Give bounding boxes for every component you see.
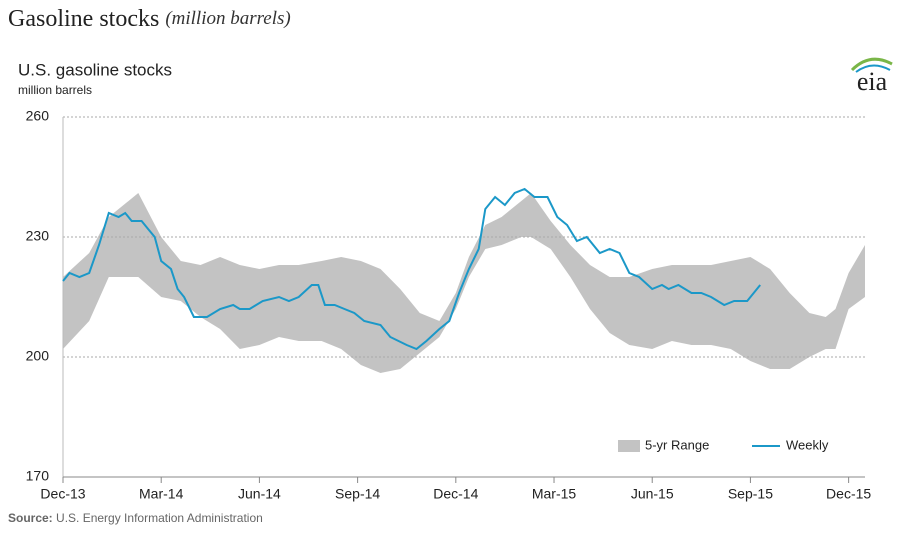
logo-arc (850, 57, 893, 72)
weekly-line (62, 187, 761, 351)
source-label: Source: (8, 511, 53, 525)
page-title: Gasoline stocks (million barrels) (8, 6, 291, 32)
source-note: Source: U.S. Energy Information Administ… (8, 511, 263, 525)
page-title-text: Gasoline stocks (8, 6, 159, 32)
x-tick-label: Mar-14 (139, 486, 184, 502)
legend-label: 5-yr Range (645, 437, 709, 452)
y-tick-label: 200 (26, 348, 50, 364)
logo-arc (855, 64, 891, 73)
legend-label: Weekly (786, 437, 829, 452)
chart-title: U.S. gasoline stocks (18, 60, 172, 79)
x-tick-label: Sep-14 (335, 486, 380, 502)
x-tick-label: Mar-15 (532, 486, 577, 502)
y-tick-label: 260 (26, 108, 50, 124)
y-tick-label: 230 (26, 228, 50, 244)
source-text: U.S. Energy Information Administration (56, 511, 263, 525)
page-subtitle: (million barrels) (165, 8, 290, 29)
y-tick-label: 170 (26, 468, 50, 484)
x-tick-label: Dec-14 (433, 486, 478, 502)
logo: eia (857, 67, 888, 96)
x-tick-label: Dec-13 (40, 486, 85, 502)
x-tick-label: Jun-15 (631, 486, 674, 502)
x-tick-label: Jun-14 (238, 486, 281, 502)
chart-subtitle: million barrels (18, 83, 92, 97)
x-tick-label: Sep-15 (728, 486, 773, 502)
x-tick-label: Dec-15 (826, 486, 871, 502)
legend-swatch (618, 440, 640, 452)
